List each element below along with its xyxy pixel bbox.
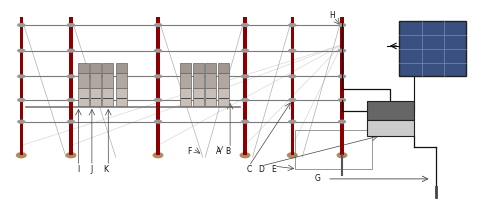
Bar xyxy=(78,73,90,88)
Ellipse shape xyxy=(66,152,76,158)
Circle shape xyxy=(289,99,296,101)
Circle shape xyxy=(68,49,74,52)
Circle shape xyxy=(68,99,74,101)
Circle shape xyxy=(289,120,296,123)
Text: H: H xyxy=(329,11,335,20)
Bar xyxy=(180,88,192,106)
Circle shape xyxy=(338,75,345,78)
Circle shape xyxy=(154,99,162,101)
Bar xyxy=(206,88,216,106)
Bar xyxy=(116,88,126,106)
Ellipse shape xyxy=(16,152,26,158)
Bar xyxy=(78,63,90,73)
Bar xyxy=(218,73,228,88)
Circle shape xyxy=(338,24,345,26)
Bar xyxy=(218,63,228,73)
Circle shape xyxy=(242,75,248,78)
Text: K: K xyxy=(104,165,108,174)
Text: G: G xyxy=(314,174,320,183)
Bar xyxy=(295,130,372,169)
Text: F: F xyxy=(187,147,192,156)
Bar xyxy=(244,17,247,155)
Bar xyxy=(399,21,466,76)
Ellipse shape xyxy=(336,152,347,158)
Circle shape xyxy=(154,24,162,26)
Bar xyxy=(116,63,126,73)
Circle shape xyxy=(242,120,248,123)
Bar xyxy=(367,101,414,120)
Text: C: C xyxy=(246,165,252,174)
Circle shape xyxy=(242,24,248,26)
Bar xyxy=(206,73,216,88)
Bar xyxy=(180,63,192,73)
Bar xyxy=(193,63,204,73)
Text: D: D xyxy=(258,165,264,174)
Bar xyxy=(20,17,23,155)
Bar xyxy=(156,17,160,155)
Circle shape xyxy=(154,49,162,52)
Ellipse shape xyxy=(287,152,298,158)
Circle shape xyxy=(338,49,345,52)
Circle shape xyxy=(289,75,296,78)
Bar xyxy=(116,73,126,88)
Text: B: B xyxy=(226,147,230,156)
Circle shape xyxy=(18,75,25,78)
Text: E: E xyxy=(272,165,276,174)
Circle shape xyxy=(154,120,162,123)
Bar xyxy=(340,17,344,155)
Circle shape xyxy=(154,75,162,78)
Bar xyxy=(90,63,101,73)
Bar xyxy=(193,88,204,106)
Circle shape xyxy=(18,99,25,101)
Bar xyxy=(218,88,228,106)
Circle shape xyxy=(338,120,345,123)
Ellipse shape xyxy=(152,152,164,158)
Bar xyxy=(180,73,192,88)
Circle shape xyxy=(289,24,296,26)
Circle shape xyxy=(242,99,248,101)
Text: J: J xyxy=(91,165,93,174)
Bar xyxy=(102,88,114,106)
Circle shape xyxy=(289,49,296,52)
Circle shape xyxy=(338,99,345,101)
Bar xyxy=(90,88,101,106)
Circle shape xyxy=(68,75,74,78)
Circle shape xyxy=(18,49,25,52)
Circle shape xyxy=(18,120,25,123)
Bar xyxy=(193,73,204,88)
Circle shape xyxy=(18,24,25,26)
Circle shape xyxy=(68,24,74,26)
Bar xyxy=(90,73,101,88)
Text: I: I xyxy=(78,165,80,174)
Circle shape xyxy=(68,120,74,123)
Bar xyxy=(367,120,414,136)
Bar xyxy=(102,73,114,88)
Ellipse shape xyxy=(240,152,250,158)
Bar xyxy=(70,17,72,155)
Bar xyxy=(78,88,90,106)
Circle shape xyxy=(242,49,248,52)
Text: A: A xyxy=(216,147,222,156)
Bar xyxy=(102,63,114,73)
Bar xyxy=(290,17,294,155)
Bar xyxy=(206,63,216,73)
